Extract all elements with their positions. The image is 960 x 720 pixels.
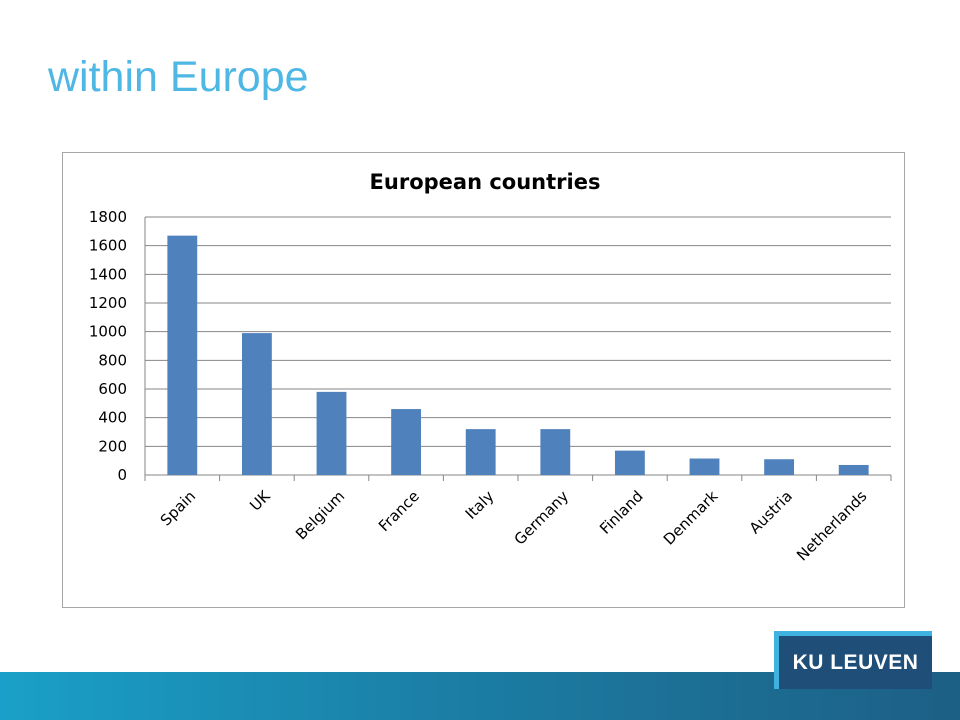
bars — [167, 235, 869, 475]
bar-spain — [167, 235, 198, 475]
bar-italy — [465, 429, 496, 475]
x-category-label: Finland — [596, 487, 647, 538]
x-category-label: Netherlands — [793, 487, 871, 565]
bar-uk — [241, 333, 272, 475]
y-tick-label: 1000 — [89, 323, 127, 341]
x-axis-labels: Spain UK Belgium France Italy Germany Finland D… — [157, 486, 871, 564]
x-category-label: Germany — [511, 487, 573, 549]
chart-frame: European countries 0 200 400 600 800 1000 1200… — [62, 152, 905, 608]
logo-text: KU LEUVEN — [792, 650, 919, 674]
y-tick-label: 400 — [98, 409, 127, 427]
y-axis-ticks: 0 200 400 600 800 1000 1200 1400 1600 1800 — [89, 208, 127, 484]
x-category-label: Spain — [157, 487, 199, 529]
x-category-label: Italy — [462, 487, 498, 523]
bar-chart: European countries 0 200 400 600 800 1000 1200… — [89, 170, 892, 564]
bar-netherlands — [838, 464, 869, 475]
bar-finland — [614, 450, 645, 475]
y-tick-label: 0 — [117, 466, 127, 484]
x-category-label: Austria — [746, 487, 796, 537]
y-tick-label: 600 — [98, 380, 127, 398]
x-category-label: UK — [246, 486, 274, 514]
y-tick-label: 1600 — [89, 237, 127, 255]
y-tick-label: 1200 — [89, 294, 127, 312]
bar-belgium — [316, 391, 347, 475]
chart-title: European countries — [370, 170, 601, 194]
bar-austria — [764, 459, 795, 475]
y-tick-label: 800 — [98, 351, 127, 369]
bar-denmark — [689, 458, 720, 475]
y-tick-label: 1800 — [89, 208, 127, 226]
x-category-label: France — [375, 487, 423, 535]
bar-germany — [540, 429, 571, 475]
x-category-label: Belgium — [292, 487, 348, 543]
slide-title: within Europe — [48, 53, 309, 101]
y-tick-label: 200 — [98, 437, 127, 455]
y-tick-label: 1400 — [89, 265, 127, 283]
bar-france — [391, 409, 422, 475]
x-category-label: Denmark — [660, 487, 722, 549]
ku-leuven-logo: KU LEUVEN — [774, 631, 932, 689]
